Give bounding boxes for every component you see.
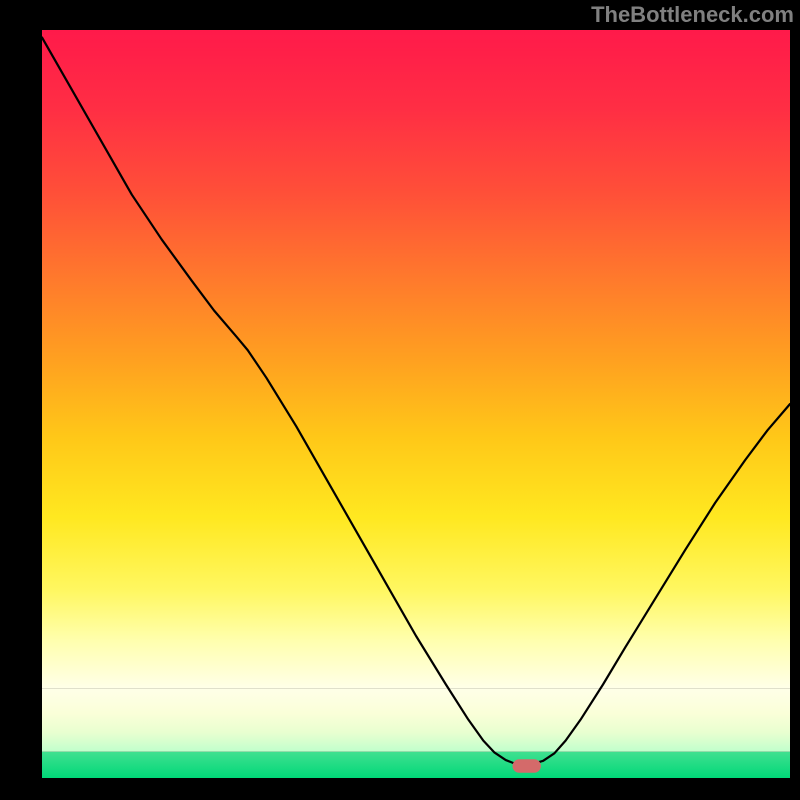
gradient-pale-band — [42, 688, 790, 752]
plot-area — [42, 30, 790, 778]
watermark-text: TheBottleneck.com — [591, 2, 794, 28]
gradient-green-band — [42, 752, 790, 778]
gradient-main — [42, 30, 790, 688]
optimal-marker — [512, 759, 540, 772]
bottleneck-chart — [42, 30, 790, 778]
